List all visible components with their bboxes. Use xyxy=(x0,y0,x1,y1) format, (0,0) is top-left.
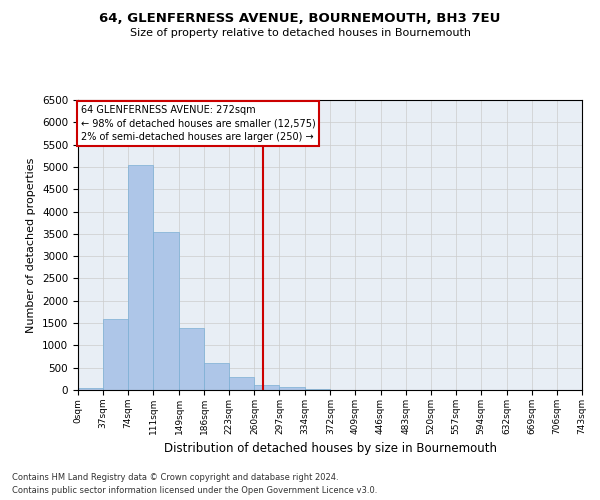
Bar xyxy=(254,384,280,390)
Text: Size of property relative to detached houses in Bournemouth: Size of property relative to detached ho… xyxy=(130,28,470,38)
Bar xyxy=(204,363,229,390)
Y-axis label: Number of detached properties: Number of detached properties xyxy=(26,158,37,332)
Bar xyxy=(78,388,103,390)
Text: 64, GLENFERNESS AVENUE, BOURNEMOUTH, BH3 7EU: 64, GLENFERNESS AVENUE, BOURNEMOUTH, BH3… xyxy=(100,12,500,26)
X-axis label: Distribution of detached houses by size in Bournemouth: Distribution of detached houses by size … xyxy=(163,442,497,456)
Bar xyxy=(128,164,153,390)
Bar xyxy=(280,386,305,390)
Text: 64 GLENFERNESS AVENUE: 272sqm
← 98% of detached houses are smaller (12,575)
2% o: 64 GLENFERNESS AVENUE: 272sqm ← 98% of d… xyxy=(81,106,316,142)
Bar xyxy=(103,318,128,390)
Bar xyxy=(305,388,331,390)
Bar xyxy=(229,376,254,390)
Text: Contains HM Land Registry data © Crown copyright and database right 2024.
Contai: Contains HM Land Registry data © Crown c… xyxy=(12,474,377,495)
Bar xyxy=(179,328,204,390)
Bar xyxy=(153,232,179,390)
